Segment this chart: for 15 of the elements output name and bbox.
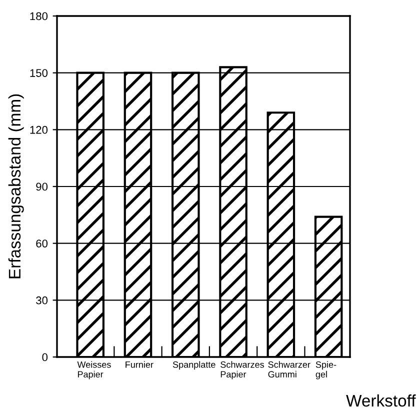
y-tick-label: 150 (30, 69, 48, 77)
x-tick-label: Spie- gel (316, 361, 336, 380)
y-tick-label: 30 (36, 296, 48, 304)
y-axis-title: Erfassungsabstand (mm) (8, 94, 24, 278)
x-tick-label: Spanplatte (172, 361, 216, 370)
y-tick-label: 0 (42, 353, 48, 362)
y-tick-label: 60 (36, 240, 48, 248)
y-tick-label: 90 (36, 182, 48, 191)
y-tick-label: 120 (30, 126, 48, 134)
x-tick-label: Schwarzer Gummi (268, 361, 310, 378)
x-axis-title: Werkstoff (346, 394, 416, 407)
x-tick-label: Schwarzes Papier (220, 361, 264, 380)
y-tick-label: 180 (30, 12, 48, 20)
x-tick-label: Furnier (126, 361, 154, 368)
x-tick-label: Weisses Papier (77, 361, 111, 380)
